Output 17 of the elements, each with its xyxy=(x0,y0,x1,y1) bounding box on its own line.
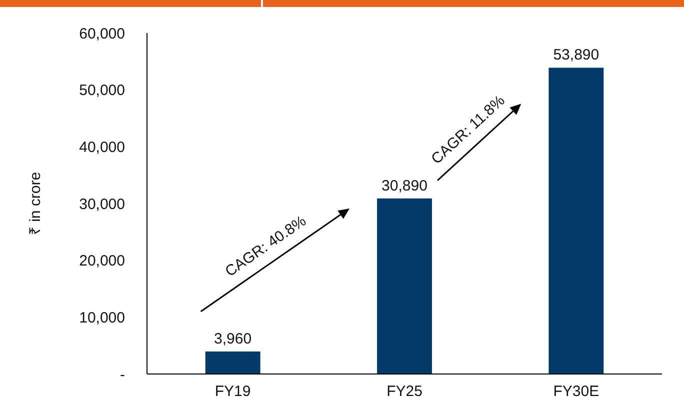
data-label: 53,890 xyxy=(553,46,600,64)
x-tick-label: FY19 xyxy=(214,383,251,400)
x-tick-label: FY25 xyxy=(386,383,422,400)
y-tick-label: 30,000 xyxy=(79,196,125,213)
bar xyxy=(548,68,604,374)
bar xyxy=(205,351,260,374)
y-tick-label: 10,000 xyxy=(79,309,125,326)
y-tick-label: 60,000 xyxy=(79,25,125,42)
bar xyxy=(377,198,432,374)
y-axis-title: ₹ in crore xyxy=(27,172,44,236)
data-label: 30,890 xyxy=(382,177,428,194)
y-tick-label: 20,000 xyxy=(79,252,125,270)
y-tick-label: 40,000 xyxy=(79,138,125,156)
x-tick-label: FY30E xyxy=(553,383,600,400)
data-label: 3,960 xyxy=(214,330,252,348)
y-tick-label: - xyxy=(120,366,125,384)
y-tick-label: 50,000 xyxy=(79,82,125,100)
